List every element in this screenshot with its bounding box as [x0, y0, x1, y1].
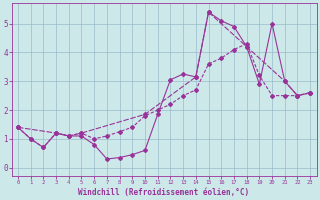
X-axis label: Windchill (Refroidissement éolien,°C): Windchill (Refroidissement éolien,°C) — [78, 188, 250, 197]
